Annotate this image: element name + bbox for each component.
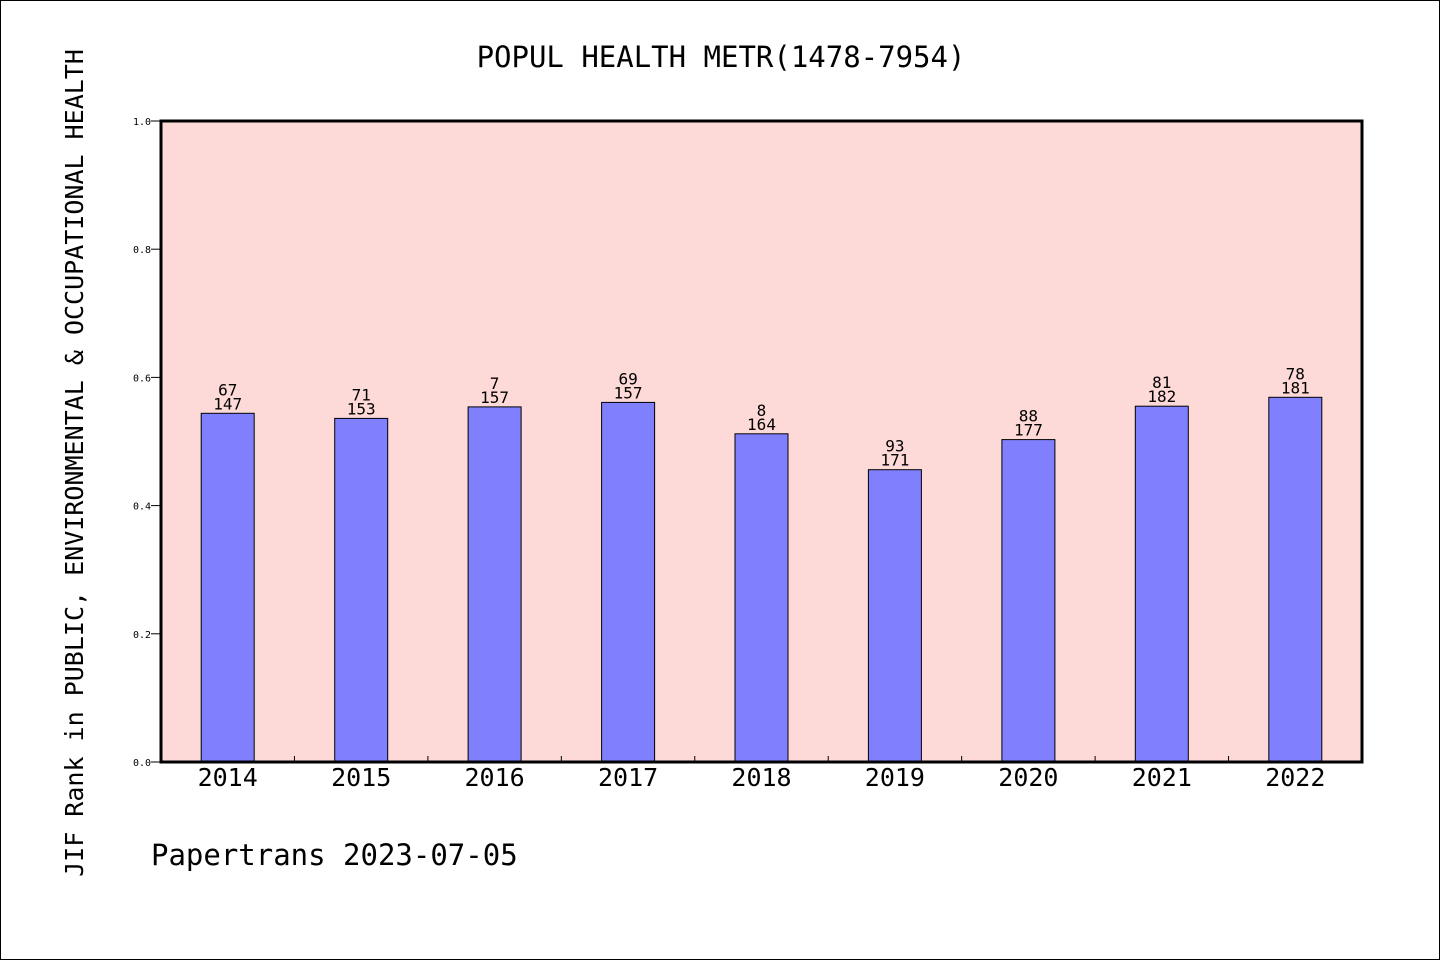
y-tick-label: 0.2: [133, 630, 151, 641]
x-tick-label: 2014: [198, 763, 258, 792]
y-axis-label: JIF Rank in PUBLIC, ENVIRONMENTAL & OCCU…: [60, 49, 89, 877]
y-tick-label: 0.4: [133, 502, 151, 513]
bar-rank-label: 88: [1019, 407, 1038, 426]
x-tick-label: 2017: [598, 763, 658, 792]
bar-rank-label: 78: [1286, 364, 1305, 383]
footer-text: Papertrans 2023-07-05: [151, 838, 518, 872]
x-tick-label: 2016: [464, 763, 524, 792]
x-tick-label: 2020: [998, 763, 1058, 792]
x-tick-label: 2015: [331, 763, 391, 792]
bar-rank-label: 8: [757, 401, 767, 420]
bar-total-label: 182: [1147, 387, 1176, 406]
y-axis: 0.0 0.2 0.4 0.6 0.8 1.0: [133, 117, 161, 769]
bar-rank-label: 69: [618, 369, 637, 388]
bar-2017: [601, 401, 656, 763]
bar-rank-label: 93: [885, 437, 904, 456]
bar-total-label: 157: [480, 388, 509, 407]
bar-total-label: 181: [1281, 378, 1310, 397]
x-tick-label: 2018: [731, 763, 791, 792]
bar-2015: [334, 417, 389, 763]
bars-group: [200, 396, 1323, 763]
bar-rank-label: 71: [352, 385, 371, 404]
bar-2021: [1134, 405, 1189, 763]
x-axis: 2014 2015 2016 2017 2018 2019 2020 2021 2022: [198, 756, 1325, 792]
plot-border: [159, 119, 1364, 764]
y-tick-label: 0.0: [133, 758, 151, 769]
bar-rank-label: 67: [218, 380, 237, 399]
bar-2022: [1268, 396, 1323, 763]
bar-total-label: 164: [747, 415, 776, 434]
bar-rank-label: 81: [1152, 373, 1171, 392]
y-tick-label: 1.0: [133, 117, 151, 128]
x-tick-label: 2019: [865, 763, 925, 792]
x-tick-label: 2022: [1265, 763, 1325, 792]
y-tick-label: 0.6: [133, 373, 151, 384]
bar-2014: [200, 412, 255, 763]
bar-2018: [734, 433, 789, 763]
bar-rank-label: 7: [490, 374, 500, 393]
bar-total-label: 171: [880, 451, 909, 470]
bar-2020: [1001, 439, 1056, 763]
bar-total-label: 157: [614, 383, 643, 402]
bar-2019: [867, 469, 922, 763]
x-tick-label: 2021: [1132, 763, 1192, 792]
bar-2016: [467, 406, 522, 763]
y-tick-label: 0.8: [133, 245, 151, 256]
bar-total-label: 153: [347, 399, 376, 418]
bar-total-label: 177: [1014, 421, 1043, 440]
bar-total-label: 147: [213, 394, 242, 413]
chart-title: POPUL HEALTH METR(1478-7954): [477, 40, 966, 74]
